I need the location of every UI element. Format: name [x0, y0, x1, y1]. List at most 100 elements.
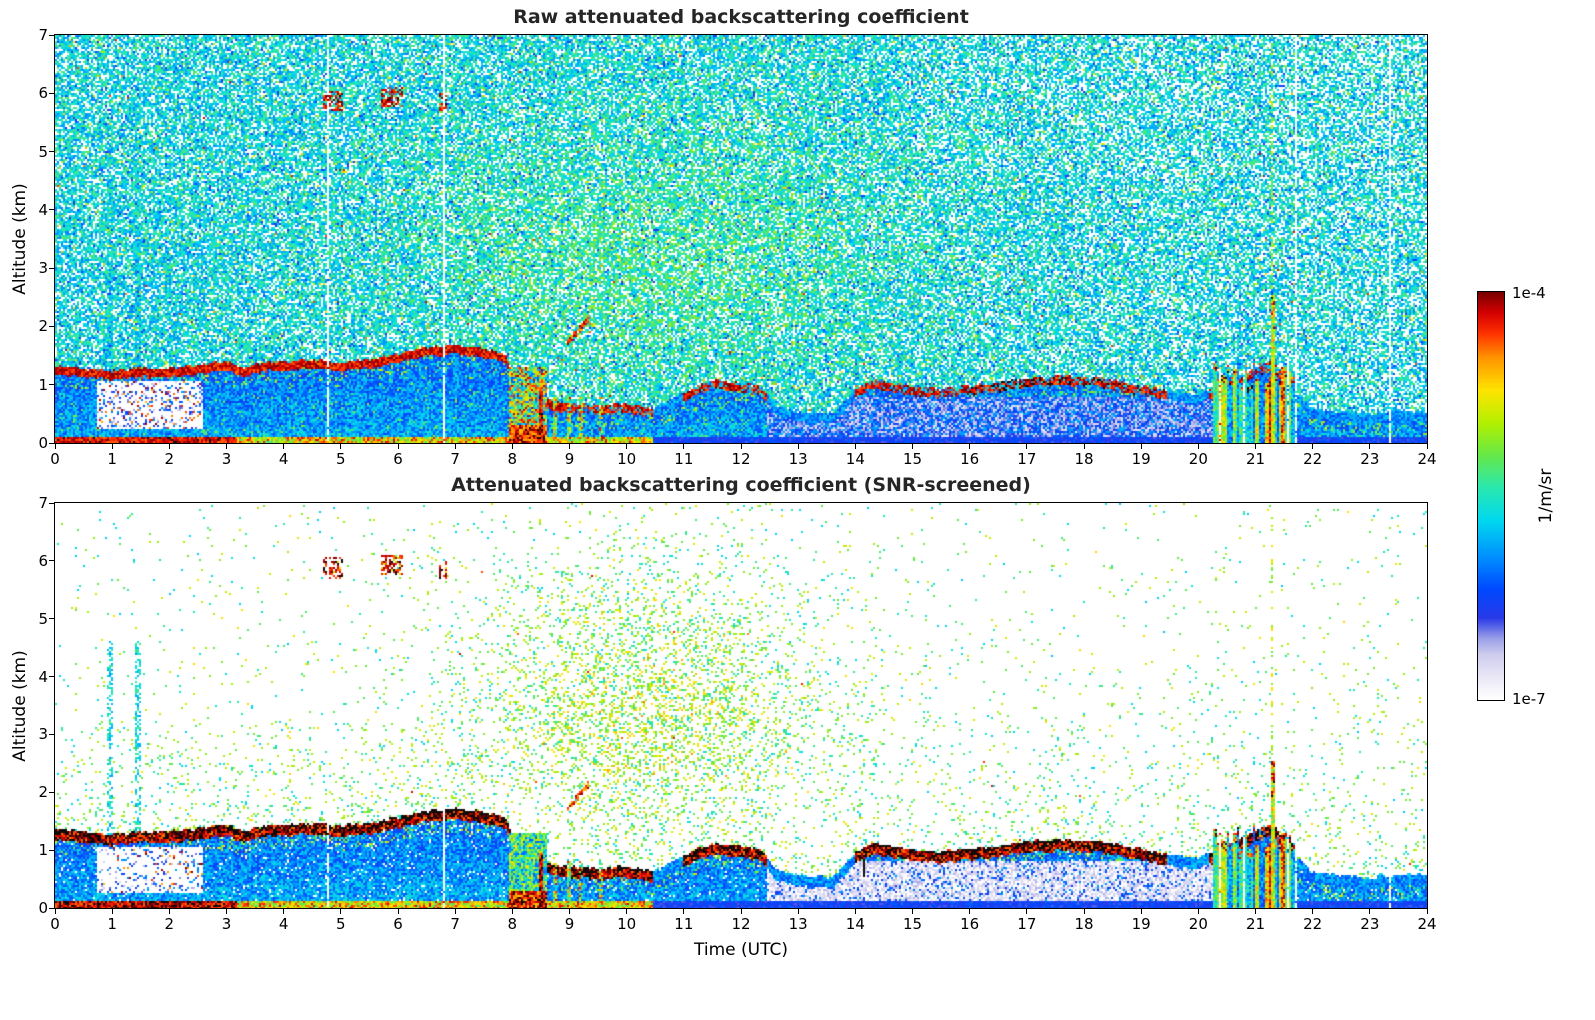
y-tick-mark — [49, 560, 54, 562]
x-tick-label: 10 — [617, 450, 637, 468]
x-tick-mark — [283, 444, 285, 449]
y-tick-label: 1 — [38, 841, 48, 860]
x-tick-mark — [1026, 909, 1028, 914]
y-tick-label: 3 — [38, 259, 48, 278]
x-tick-mark — [912, 909, 913, 914]
x-tick-label: 8 — [507, 450, 518, 468]
x-tick-label: 17 — [1017, 450, 1037, 468]
x-tick-label: 18 — [1074, 915, 1094, 933]
y-tick-mark — [49, 151, 54, 153]
x-tick-mark — [1426, 444, 1428, 449]
x-tick-label: 12 — [731, 450, 751, 468]
x-tick-label: 13 — [788, 450, 808, 468]
x-tick-mark — [854, 909, 856, 914]
x-tick-label: 5 — [336, 915, 346, 933]
y-tick-label: 2 — [38, 783, 48, 802]
x-tick-label: 3 — [221, 450, 232, 468]
screened-plot-frame — [54, 502, 1428, 909]
x-tick-mark — [797, 909, 799, 914]
y-tick-label: 6 — [38, 551, 48, 570]
colorbar-units-label: 1/m/sr — [1536, 468, 1556, 524]
y-tick-label: 2 — [38, 317, 48, 336]
x-tick-mark — [1140, 909, 1142, 914]
y-tick-mark — [49, 92, 54, 94]
x-tick-label: 19 — [1131, 450, 1151, 468]
y-tick-mark — [49, 384, 54, 386]
x-tick-mark — [54, 444, 56, 449]
x-tick-label: 0 — [50, 450, 60, 468]
raw-plot-frame — [54, 34, 1428, 444]
y-tick-label: 4 — [38, 200, 48, 219]
x-tick-mark — [397, 909, 399, 914]
x-tick-mark — [740, 444, 742, 449]
x-tick-label: 16 — [960, 915, 980, 933]
x-tick-mark — [454, 444, 456, 449]
x-tick-mark — [1426, 909, 1428, 914]
x-tick-mark — [54, 909, 56, 914]
y-tick-label: 5 — [38, 609, 48, 628]
x-tick-label: 15 — [902, 450, 923, 468]
x-tick-label: 4 — [278, 915, 289, 933]
x-tick-label: 13 — [788, 915, 808, 933]
raw-heatmap-canvas — [55, 35, 1427, 443]
x-tick-mark — [511, 909, 513, 914]
x-tick-label: 14 — [845, 915, 865, 933]
raw-panel-title: Raw attenuated backscattering coefficien… — [513, 6, 969, 28]
x-tick-label: 20 — [1188, 915, 1208, 933]
y-tick-label: 5 — [38, 142, 48, 161]
x-tick-mark — [1197, 909, 1199, 914]
colorbar-max-label: 1e-4 — [1512, 284, 1546, 302]
x-tick-mark — [569, 444, 570, 449]
x-tick-mark — [283, 909, 285, 914]
x-tick-mark — [626, 444, 628, 449]
x-tick-label: 3 — [221, 915, 232, 933]
x-tick-mark — [797, 444, 799, 449]
x-tick-label: 2 — [164, 450, 175, 468]
x-tick-mark — [969, 444, 971, 449]
y-tick-label: 0 — [38, 899, 48, 917]
x-tick-label: 1 — [107, 915, 117, 933]
x-tick-label: 14 — [845, 450, 865, 468]
x-tick-label: 21 — [1245, 915, 1266, 933]
x-tick-mark — [1083, 909, 1085, 914]
x-tick-label: 23 — [1360, 915, 1380, 933]
y-tick-mark — [49, 442, 54, 444]
x-tick-label: 6 — [393, 915, 403, 933]
x-tick-label: 17 — [1017, 915, 1037, 933]
x-tick-label: 2 — [164, 915, 175, 933]
x-tick-mark — [854, 444, 856, 449]
x-tick-label: 24 — [1417, 450, 1437, 468]
x-tick-mark — [511, 444, 513, 449]
y-tick-label: 6 — [38, 84, 48, 103]
x-tick-mark — [569, 909, 570, 914]
x-tick-mark — [111, 909, 113, 914]
x-tick-label: 0 — [50, 915, 60, 933]
x-tick-mark — [226, 444, 227, 449]
x-tick-mark — [1083, 444, 1085, 449]
x-tick-label: 8 — [507, 915, 518, 933]
x-tick-mark — [969, 909, 971, 914]
x-tick-label: 24 — [1417, 915, 1437, 933]
y-tick-mark — [49, 267, 54, 269]
x-tick-label: 16 — [960, 450, 980, 468]
x-tick-mark — [340, 909, 342, 914]
x-tick-label: 23 — [1360, 450, 1380, 468]
x-tick-mark — [683, 909, 685, 914]
x-tick-label: 6 — [393, 450, 403, 468]
x-tick-mark — [454, 909, 456, 914]
y-tick-mark — [49, 502, 54, 504]
x-tick-label: 5 — [336, 450, 346, 468]
y-tick-mark — [49, 325, 54, 327]
x-tick-mark — [1026, 444, 1028, 449]
screened-heatmap-canvas — [55, 503, 1427, 908]
y-tick-label: 7 — [38, 494, 48, 512]
y-tick-mark — [49, 676, 54, 678]
x-tick-mark — [1197, 444, 1199, 449]
x-tick-mark — [626, 909, 628, 914]
time-axis-label: Time (UTC) — [694, 940, 788, 960]
x-tick-label: 11 — [674, 915, 694, 933]
y-tick-mark — [49, 791, 54, 793]
x-tick-label: 19 — [1131, 915, 1151, 933]
x-tick-label: 18 — [1074, 450, 1094, 468]
